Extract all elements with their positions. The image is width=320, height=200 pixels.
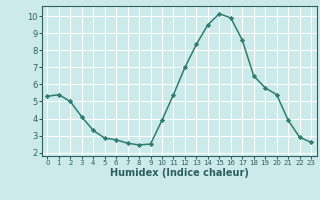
X-axis label: Humidex (Indice chaleur): Humidex (Indice chaleur) [110,168,249,178]
